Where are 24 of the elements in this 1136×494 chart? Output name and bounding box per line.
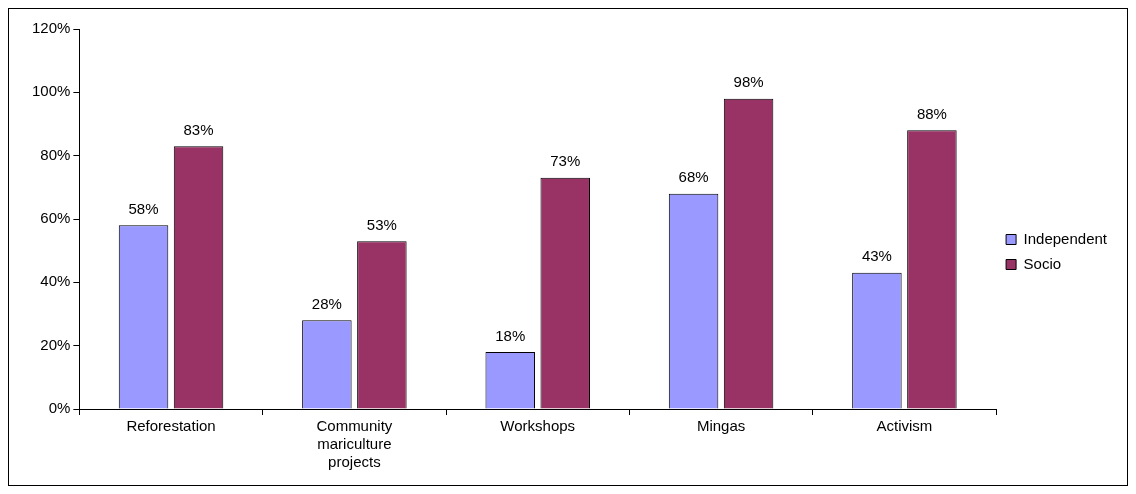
data-label: 43%: [861, 247, 892, 265]
legend-label: Socio: [1023, 254, 1062, 272]
y-tick-label: 120%: [31, 19, 71, 37]
data-label: 98%: [733, 73, 764, 91]
y-tick-label: 100%: [31, 82, 71, 100]
x-tick-label: Activism: [876, 417, 933, 435]
data-label: 58%: [128, 199, 159, 217]
y-tick-label: 0%: [48, 399, 71, 417]
data-label: 28%: [311, 294, 342, 312]
x-tick-label: Workshops: [500, 417, 576, 435]
y-tick-label: 60%: [40, 209, 71, 227]
y-tick-label: 20%: [40, 335, 71, 353]
data-label: 68%: [678, 168, 709, 186]
x-tick-label: Community mariculture projects: [316, 417, 393, 471]
data-label: 83%: [183, 120, 214, 138]
data-label: 73%: [550, 152, 581, 170]
x-tick-label: Reforestation: [126, 417, 216, 435]
y-tick-label: 40%: [40, 272, 71, 290]
data-label: 88%: [916, 104, 947, 122]
y-tick-label: 80%: [40, 145, 71, 163]
data-label: 18%: [495, 326, 526, 344]
x-tick-label: Mingas: [696, 417, 746, 435]
data-label: 53%: [366, 215, 397, 233]
legend-label: Independent: [1023, 229, 1108, 247]
